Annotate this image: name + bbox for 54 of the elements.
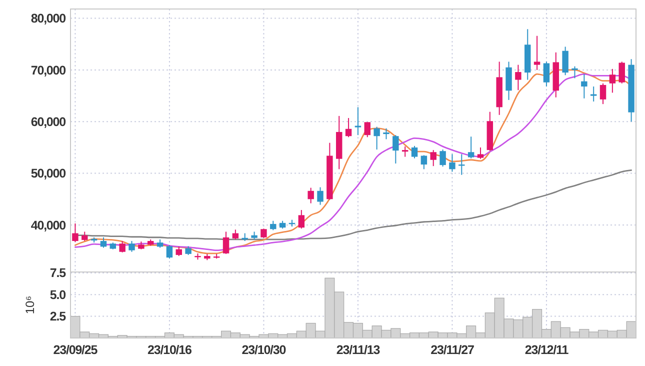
candlestick [430,150,436,167]
candlestick [581,74,588,99]
candlestick [232,229,239,240]
candlestick [354,106,362,136]
candlestick [364,122,370,138]
candlestick [176,246,182,256]
candlestick [600,82,606,105]
candlestick [260,228,267,238]
candlestick [298,209,305,230]
candlestick [618,61,625,84]
candlestick [119,240,126,253]
candlestick [128,240,135,252]
candlestick [515,64,522,91]
x-tick-label: 23/09/25 [53,343,98,357]
x-tick-label: 23/11/27 [430,343,474,357]
candlestick [308,187,314,204]
candlestick [402,146,408,158]
y-tick-label: 80,000 [30,12,66,26]
candlestick [543,61,550,88]
candlestick [468,136,474,159]
candlestick [374,126,380,150]
candlestick [166,244,173,260]
candlestick [100,236,107,248]
y-tick-label: 50,000 [30,166,66,181]
x-tick-label: 23/12/11 [524,343,569,357]
candlestick [420,154,428,170]
y-tick-label: 40,000 [30,218,66,232]
candlestick [383,128,390,140]
y-tick-label: 2.5 [50,310,66,324]
candlestick [440,149,446,168]
candlestick [534,35,540,70]
y-tick-label: 5.0 [50,288,66,302]
candlestick [82,231,88,242]
candlestick [590,86,597,102]
x-tick-label: 23/10/30 [242,343,286,357]
candlestick [270,220,276,231]
candlestick [345,118,352,138]
candlestick [317,186,324,206]
candlestick [609,68,616,94]
y-tick-label: 60,000 [30,115,66,130]
y-tick-label: 7.5 [50,266,66,280]
candlestick [392,134,399,164]
candlestick [506,61,512,100]
y-axis-title: 10⁶ [23,296,37,314]
candlestick [477,146,484,160]
candlestick [449,154,456,172]
candlestick [222,231,230,254]
x-tick-label: 23/11/13 [336,343,380,357]
y-tick-label: 70,000 [30,63,66,78]
x-tick-label: 23/10/16 [148,343,192,357]
candlestick [572,66,578,79]
candlestick [411,145,418,159]
candlestick [72,222,78,243]
candlestick [562,46,568,76]
